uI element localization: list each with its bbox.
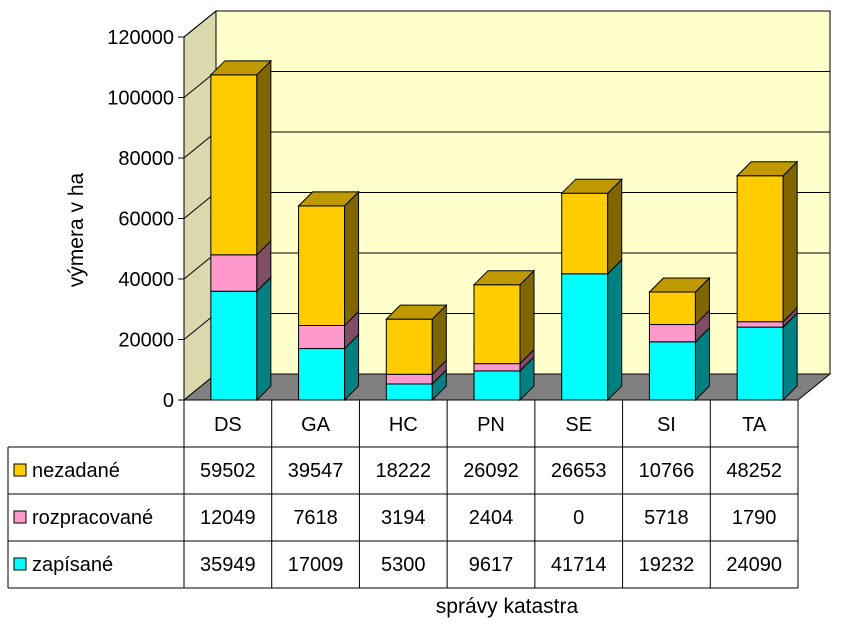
bar-front	[648, 291, 696, 326]
y-tick-label: 80000	[118, 148, 174, 170]
bar-top-GA	[297, 191, 360, 207]
table-value: 2404	[469, 507, 514, 529]
bar-front	[298, 348, 346, 401]
bar-front	[210, 290, 258, 401]
table-value: 19232	[639, 554, 695, 576]
y-tick-label: 60000	[118, 209, 174, 231]
category-label: PN	[477, 414, 505, 436]
y-tick-label: 100000	[107, 88, 174, 110]
category-label: DS	[214, 414, 242, 436]
table-value: 26092	[463, 460, 519, 482]
table-value: 41714	[551, 554, 607, 576]
category-label: HC	[389, 414, 418, 436]
table-value: 18222	[375, 460, 431, 482]
bar-segment-nezadané-GA	[298, 190, 360, 327]
bar-segment-zapísané-DS	[210, 276, 272, 402]
table-value: 24090	[726, 554, 782, 576]
bar-front	[561, 192, 609, 275]
bar-top-DS	[209, 60, 273, 76]
table-value: 3194	[381, 507, 426, 529]
bar-front	[210, 254, 258, 292]
bar-front	[210, 74, 258, 256]
table-value: 35949	[200, 554, 256, 576]
table-value: 9617	[469, 554, 514, 576]
bar-segment-rozpracované-GA	[298, 310, 360, 350]
y-tick-label: 0	[163, 390, 174, 412]
table-value: 48252	[726, 460, 782, 482]
bar-front	[736, 326, 784, 401]
bar-segment-rozpracované-DS	[210, 239, 272, 293]
x-axis-label: správy katastra	[436, 595, 579, 618]
bar-front	[648, 324, 696, 343]
bar-side	[344, 190, 360, 327]
category-label: SE	[565, 414, 592, 436]
table-value: 0	[573, 507, 584, 529]
y-tick-label: 40000	[118, 269, 174, 291]
bar-side	[782, 160, 798, 323]
bar-front	[385, 383, 433, 401]
bar-front	[385, 373, 433, 385]
legend-label: nezadané	[32, 460, 120, 482]
table-value: 1790	[732, 507, 777, 529]
table-value: 5300	[381, 554, 426, 576]
gridline-side	[183, 10, 217, 38]
bar-front	[561, 273, 609, 401]
bar-side	[607, 258, 623, 402]
bar-front	[648, 341, 696, 401]
bar-segment-nezadané-PN	[473, 269, 535, 365]
y-axis: 0 20000 40000 60000 80000 100000 120000	[107, 27, 185, 412]
category-label: GA	[301, 414, 331, 436]
legend-label: zapísané	[32, 554, 113, 576]
table-value: 10766	[639, 460, 695, 482]
bar-top-TA	[735, 161, 799, 177]
legend-label: rozpracované	[32, 507, 153, 529]
bar-top-HC	[385, 304, 448, 320]
category-label: TA	[742, 414, 767, 436]
bar-segment-zapísané-HC	[385, 368, 447, 402]
bar-front	[298, 205, 346, 327]
table-value: 26653	[551, 460, 607, 482]
bars-group	[209, 59, 799, 402]
y-axis-label: výmera v ha	[65, 172, 88, 287]
table-value: 39547	[288, 460, 344, 482]
bar-front	[473, 370, 521, 401]
bar-front	[736, 321, 784, 328]
bar-segment-zapísané-GA	[298, 333, 360, 402]
bar-front	[298, 325, 346, 350]
bar-top-SI	[648, 277, 711, 293]
bar-front	[473, 284, 521, 365]
table-value: 59502	[200, 460, 256, 482]
y-tick-label: 20000	[118, 330, 174, 352]
table-value: 12049	[200, 507, 256, 529]
bar-front	[385, 318, 433, 375]
bar-segment-nezadané-HC	[385, 303, 447, 376]
bar-side	[782, 311, 798, 402]
bar-front	[736, 175, 784, 323]
bar-segment-nezadané-DS	[210, 59, 272, 257]
bar-segment-zapísané-SE	[561, 258, 623, 402]
bar-side	[256, 276, 272, 402]
table-value: 17009	[288, 554, 344, 576]
bar-side	[607, 177, 623, 276]
table-value: 5718	[644, 507, 689, 529]
bar-segment-zapísané-SI	[648, 326, 710, 402]
bar-front	[473, 363, 521, 372]
bar-segment-nezadané-TA	[736, 160, 798, 323]
category-label: SI	[657, 414, 676, 436]
bar-top-PN	[472, 270, 536, 286]
legend-swatch	[13, 463, 27, 477]
bar-side	[256, 59, 272, 257]
table-value: 7618	[293, 507, 338, 529]
data-table: DS GA HC PN SE SI TA nezadané 59502 39547 18222 260…	[7, 400, 799, 589]
legend-swatch	[13, 510, 27, 524]
bar-top-SE	[560, 178, 623, 194]
y-tick-label: 120000	[107, 27, 174, 49]
legend-swatch	[13, 557, 27, 571]
bar-side	[519, 269, 535, 365]
